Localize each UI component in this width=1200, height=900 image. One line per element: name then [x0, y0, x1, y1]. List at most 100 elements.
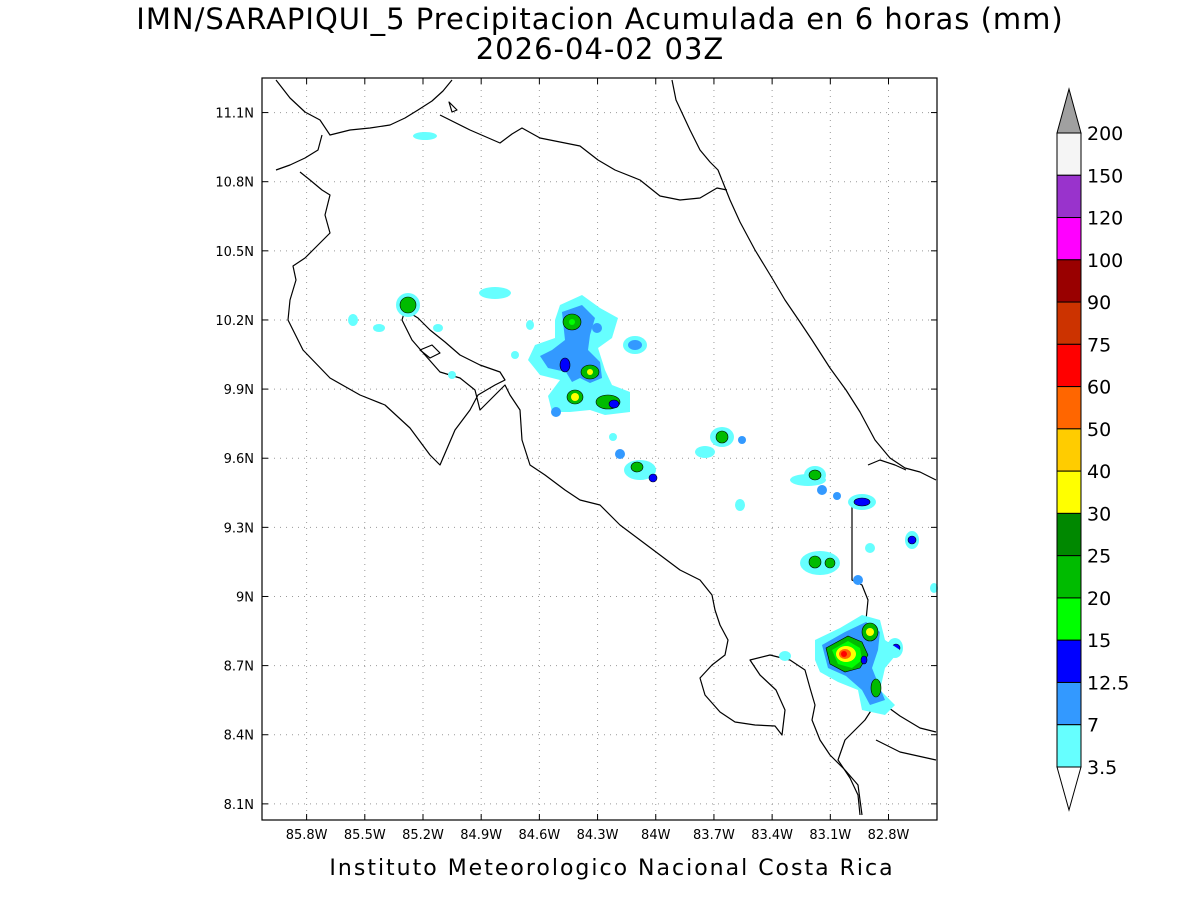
precip-cell — [870, 678, 882, 698]
colorbar-label: 150 — [1087, 165, 1123, 187]
colorbar-box — [1056, 681, 1082, 726]
precip-cell — [511, 351, 519, 359]
precip-cell — [824, 557, 836, 569]
lat-tick-label: 10.8N — [215, 176, 254, 191]
colorbar-box — [1056, 343, 1082, 388]
colorbar-label: 3.5 — [1087, 757, 1117, 779]
map-gridlines — [262, 78, 937, 820]
colorbar: 200 150 120 100 90 75 60 50 40 30 25 20 15 12.5 7 3.5 — [1056, 87, 1129, 812]
institution-credit: Instituto Meteorologico Nacional Costa R… — [329, 856, 895, 881]
precip-cell — [609, 433, 617, 441]
lat-tick-label: 9N — [236, 590, 254, 605]
precip-cell — [648, 473, 658, 483]
precip-cell — [860, 655, 868, 665]
precip-cell — [841, 651, 847, 657]
colorbar-over-arrow — [1056, 87, 1082, 134]
lon-tick-label: 84W — [641, 828, 671, 843]
lon-tick-label: 84.9W — [460, 828, 502, 843]
colorbar-label: 60 — [1087, 377, 1111, 399]
lon-tick-label: 82.8W — [868, 828, 910, 843]
lat-tick-label: 9.9N — [224, 383, 254, 398]
longitude-tick-labels: 85.8W 85.5W 85.2W 84.9W 84.6W 84.3W 84W 83.7W 83… — [286, 828, 910, 843]
colorbar-label: 7 — [1087, 715, 1099, 737]
lat-tick-label: 9.6N — [224, 452, 254, 467]
lat-tick-label: 9.3N — [224, 521, 254, 536]
isla-solentiname — [448, 101, 458, 113]
costa-rica-pacific-coast — [275, 134, 863, 816]
precip-cell — [587, 369, 593, 375]
lat-tick-label: 8.1N — [224, 798, 254, 813]
lat-tick-label: 8.4N — [224, 729, 254, 744]
colorbar-label: 75 — [1087, 334, 1111, 356]
map-title: IMN/SARAPIQUI_5 Precipitacion Acumulada … — [136, 2, 1064, 36]
precip-cell — [817, 485, 827, 495]
map-datetime: 2026-04-02 03Z — [475, 32, 725, 66]
nicaragua-caribbean-coast — [671, 79, 723, 181]
lon-tick-label: 85.8W — [286, 828, 328, 843]
map-frame — [261, 77, 938, 821]
nicaragua-coast-north — [275, 79, 453, 136]
colorbar-box — [1056, 639, 1082, 683]
precip-cell — [808, 469, 822, 481]
precip-cell — [853, 497, 871, 507]
colorbar-label: 15 — [1087, 630, 1111, 652]
lat-tick-label: 10.2N — [215, 314, 254, 329]
lat-tick-label: 11.1N — [215, 107, 254, 122]
lon-tick-label: 83.7W — [693, 828, 735, 843]
lat-tick-label: 8.7N — [224, 660, 254, 675]
precip-cell — [413, 132, 437, 140]
colorbar-box — [1056, 217, 1082, 261]
precip-cell — [833, 492, 841, 500]
colorbar-box — [1056, 555, 1082, 599]
precip-cell — [571, 393, 579, 401]
precip-cell — [615, 449, 625, 459]
coastline-and-borders — [275, 79, 937, 816]
lon-tick-label: 84.3W — [577, 828, 619, 843]
colorbar-box — [1056, 470, 1082, 514]
colorbar-box — [1056, 301, 1082, 345]
lat-tick-label: 10.5N — [215, 245, 254, 260]
precip-cell — [930, 583, 938, 593]
precip-cell — [735, 499, 745, 511]
colorbar-box — [1056, 259, 1082, 303]
precip-cell — [448, 371, 456, 379]
colorbar-label: 50 — [1087, 419, 1111, 441]
lon-tick-label: 83.1W — [809, 828, 851, 843]
lon-tick-label: 83.4W — [751, 828, 793, 843]
colorbar-label: 25 — [1087, 546, 1111, 568]
precip-cell — [738, 436, 746, 444]
colorbar-boxes — [1056, 132, 1082, 768]
precip-cell — [866, 628, 874, 636]
colorbar-box — [1056, 597, 1082, 641]
precip-cell — [399, 296, 417, 314]
precip-cell — [630, 461, 644, 473]
colorbar-label: 20 — [1087, 588, 1111, 610]
precip-cell — [559, 357, 571, 373]
lon-tick-label: 84.6W — [518, 828, 560, 843]
costa-rica-caribbean-coast — [721, 179, 937, 481]
precip-cell — [526, 320, 534, 330]
colorbar-box — [1056, 174, 1082, 219]
precip-cell — [907, 535, 917, 545]
precip-cell — [779, 651, 791, 661]
colorbar-label: 12.5 — [1087, 672, 1129, 694]
precip-cell — [628, 340, 642, 350]
nicaragua-costa-rica-border — [439, 114, 728, 201]
map-ticks — [262, 78, 937, 820]
pacific-island — [419, 344, 441, 359]
lon-tick-label: 85.2W — [402, 828, 444, 843]
latitude-tick-labels: 11.1N 10.8N 10.5N 10.2N 9.9N 9.6N 9.3N 9N 8.7N 8.… — [215, 107, 254, 813]
precip-cell — [608, 399, 620, 409]
colorbar-label: 90 — [1087, 292, 1111, 314]
colorbar-labels: 200 150 120 100 90 75 60 50 40 30 25 20 15 12.5 7 3.5 — [1087, 123, 1129, 779]
colorbar-under-arrow — [1056, 766, 1082, 812]
colorbar-label: 100 — [1087, 250, 1123, 272]
precip-cell — [695, 446, 715, 458]
precip-cell — [569, 319, 575, 325]
precip-cell — [592, 323, 602, 333]
precip-cell — [433, 324, 443, 332]
colorbar-box — [1056, 724, 1082, 768]
precip-cell — [808, 555, 822, 569]
lon-tick-label: 85.5W — [344, 828, 386, 843]
